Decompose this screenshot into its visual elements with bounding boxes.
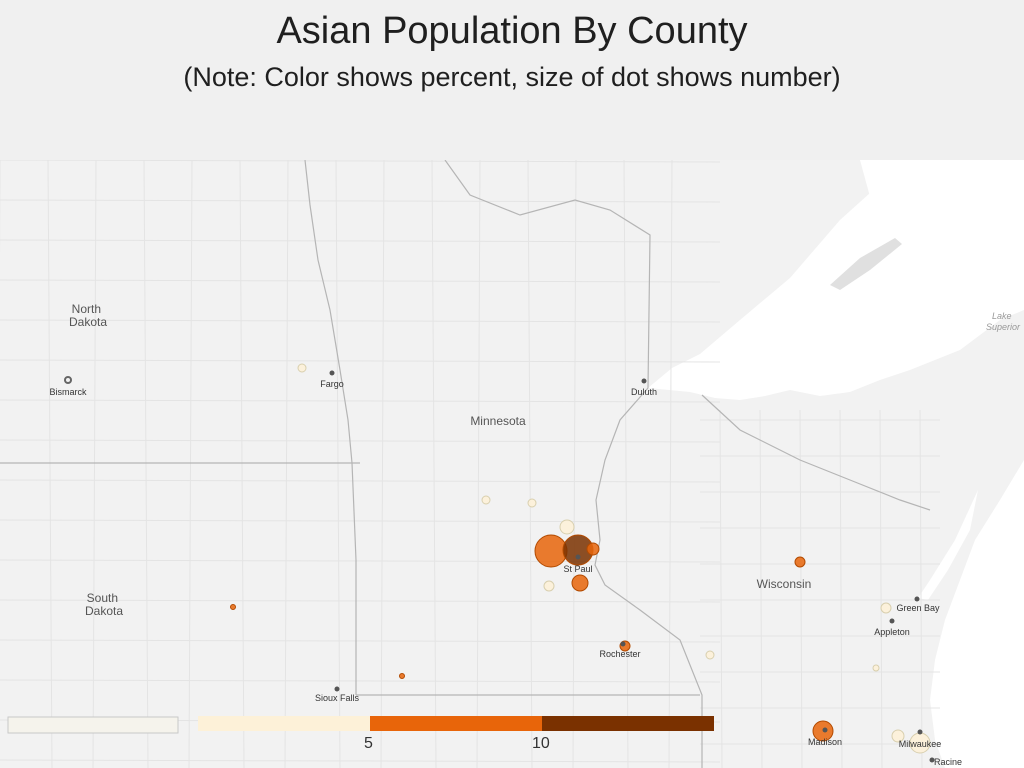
city-label-appleton: Appleton: [874, 627, 910, 637]
state-borders: [0, 160, 931, 768]
state-label-sd: South Dakota: [85, 591, 123, 618]
duluth-marker: [641, 378, 647, 384]
city-label-bismarck: Bismarck: [49, 387, 87, 397]
isle-royale: [830, 238, 902, 290]
city-label-milwaukee: Milwaukee: [899, 739, 942, 749]
bubble-scott[interactable]: [543, 580, 555, 592]
city-label-greenbay: Green Bay: [896, 603, 940, 613]
county-grid: [0, 160, 940, 768]
bubble-outagamie[interactable]: [872, 664, 880, 672]
green-bay-water: [918, 490, 978, 600]
siouxfalls-marker: [334, 686, 340, 692]
racine-marker: [929, 757, 935, 763]
city-label-siouxfalls: Sioux Falls: [315, 693, 360, 703]
appleton-marker: [889, 618, 895, 624]
milwaukee-marker: [917, 729, 923, 735]
bubble-clay[interactable]: [297, 363, 307, 373]
bubble-nobles[interactable]: [399, 673, 405, 679]
map-title: Asian Population By County: [276, 10, 748, 52]
city-markers: [64, 370, 935, 763]
bubble-dakota[interactable]: [571, 574, 589, 592]
state-label-nd: North Dakota: [69, 302, 107, 329]
legend-tick-5: 5: [364, 735, 373, 752]
bubble-lacrosse[interactable]: [705, 650, 715, 660]
legend-bin-low: [198, 716, 370, 731]
bubble-marathon[interactable]: [794, 556, 806, 568]
legend-tick-10: 10: [532, 735, 550, 752]
bubble-waukesha[interactable]: [891, 729, 905, 743]
map-svg[interactable]: North Dakota South Dakota Minnesota Wisc…: [0, 160, 1024, 768]
bubble-hennepin[interactable]: [534, 534, 568, 568]
city-label-racine: Racine: [934, 757, 962, 767]
bubble-brookings[interactable]: [230, 604, 236, 610]
city-label-duluth: Duluth: [631, 387, 657, 397]
legend-bin-mid: [370, 716, 542, 731]
lake-michigan: [930, 460, 1024, 768]
madison-marker: [822, 727, 828, 733]
fargo-marker: [329, 370, 335, 376]
bubble-stearns[interactable]: [481, 495, 491, 505]
map-subtitle: (Note: Color shows percent, size of dot …: [183, 62, 841, 92]
bubble-sherburne[interactable]: [527, 498, 537, 508]
greenbay-marker: [914, 596, 920, 602]
city-label-madison: Madison: [808, 737, 842, 747]
bismarck-marker: [64, 376, 72, 384]
bubble-brown[interactable]: [880, 602, 892, 614]
stpaul-marker: [575, 554, 581, 560]
bubble-anoka[interactable]: [559, 519, 575, 535]
city-label-fargo: Fargo: [320, 379, 344, 389]
bubble-layer: [230, 363, 931, 754]
lake-superior-2: [860, 160, 1024, 336]
city-label-rochester: Rochester: [599, 649, 640, 659]
state-label-wi: Wisconsin: [757, 577, 812, 591]
lake-superior-label: Lake Superior: [986, 311, 1021, 332]
state-label-mn: Minnesota: [470, 414, 526, 428]
legend-bin-high: [542, 716, 714, 731]
city-label-stpaul: St Paul: [563, 564, 592, 574]
bubble-washington[interactable]: [586, 542, 600, 556]
rochester-marker: [620, 641, 626, 647]
legend-null-swatch: [7, 716, 179, 734]
map-canvas[interactable]: North Dakota South Dakota Minnesota Wisc…: [0, 160, 1024, 768]
